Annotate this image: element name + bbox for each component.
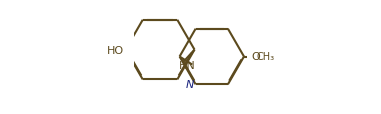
Text: CH₃: CH₃ (256, 52, 275, 62)
Text: HN: HN (179, 60, 196, 70)
Text: O: O (251, 52, 260, 62)
Text: N: N (186, 80, 195, 90)
Text: HO: HO (107, 45, 124, 55)
